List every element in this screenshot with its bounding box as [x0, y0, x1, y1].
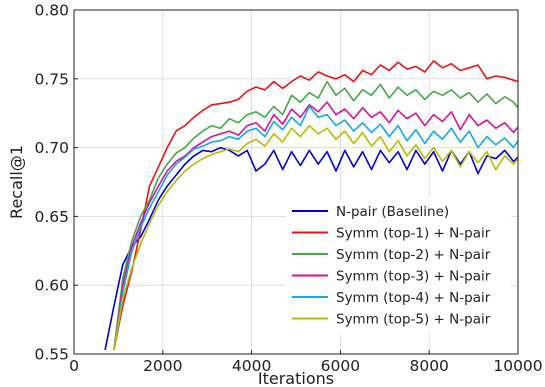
y-tick-label: 0.80 — [34, 2, 69, 20]
y-tick-label: 0.75 — [34, 70, 69, 88]
legend: N-pair (Baseline) Symm (top-1) + N-pair Sy… — [286, 198, 511, 333]
y-axis-label: Recall@1 — [7, 145, 26, 219]
series-line-5 — [113, 105, 518, 351]
x-tick-label: 10000 — [493, 357, 542, 375]
legend-label: N-pair (Baseline) — [336, 204, 449, 220]
legend-label: Symm (top-1) + N-pair — [336, 226, 491, 242]
legend-label: Symm (top-4) + N-pair — [336, 290, 491, 306]
x-tick-label: 8000 — [409, 357, 448, 375]
x-tick-label: 2000 — [143, 357, 182, 375]
plot-frame — [73, 9, 519, 355]
y-tick-label: 0.65 — [34, 208, 69, 226]
y-axis: 0.55 0.60 0.65 0.70 0.75 0.80 — [34, 2, 78, 364]
series-line-2 — [113, 60, 518, 351]
x-tick-label: 4000 — [232, 357, 271, 375]
legend-label: Symm (top-2) + N-pair — [336, 247, 491, 263]
x-tick-label: 0 — [69, 357, 79, 375]
legend-label: Symm (top-5) + N-pair — [336, 312, 491, 328]
series-line-6 — [113, 124, 518, 351]
y-tick-label: 0.60 — [34, 277, 69, 295]
y-tick-label: 0.55 — [34, 346, 69, 364]
x-tick-label: 6000 — [321, 357, 360, 375]
legend-label: Symm (top-3) + N-pair — [336, 269, 491, 285]
series-line-4 — [113, 101, 518, 351]
y-tick-label: 0.70 — [34, 139, 69, 157]
x-axis-label: Iterations — [258, 369, 334, 387]
x-axis: 0 2000 4000 6000 8000 10000 — [69, 350, 543, 375]
series-line-3 — [113, 80, 518, 350]
series-layer — [104, 60, 518, 351]
